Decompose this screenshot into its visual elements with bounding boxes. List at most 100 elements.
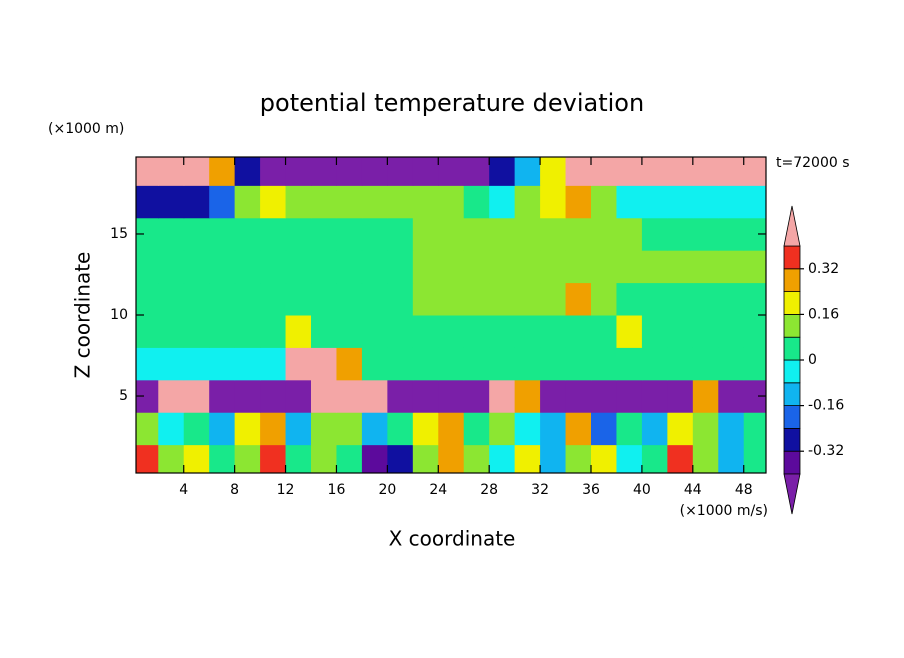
contour-cell [361,412,388,446]
contour-cell [412,157,439,186]
contour-cell [641,217,668,251]
contour-cell [311,217,337,251]
colorbar-box [783,450,801,475]
contour-cell [616,282,643,316]
contour-cell [692,315,719,348]
contour-cell [234,379,261,413]
contour-cell [565,157,592,186]
contour-cell [692,347,719,381]
contour-cell [234,185,261,219]
contour-cell [565,412,592,446]
contour-cell [361,379,388,413]
contour-cell [641,412,668,446]
contour-cell [540,282,567,316]
contour-cell [311,185,337,219]
contour-cell [565,379,592,413]
contour-cell [565,250,592,284]
contour-cell [336,379,363,413]
contour-cell [463,217,490,251]
contour-cell [489,444,516,473]
contour-cell [311,347,337,381]
contour-cell [463,379,490,413]
contour-cell [667,444,694,473]
contour-cell [361,250,388,284]
contour-cell [158,347,185,381]
contour-cell [336,157,363,186]
contour-cell [743,347,766,381]
colorbar-box [783,405,801,429]
contour-cell [285,185,312,219]
colorbar-box [783,427,801,452]
contour-cell [234,412,261,446]
contour-cell [641,315,668,348]
colorbar-box [783,245,801,270]
contour-cell [641,157,668,186]
colorbar-box [783,336,801,361]
contour-cell [234,315,261,348]
contour-cell [158,185,185,219]
contour-cell [667,315,694,348]
contour-cell [540,157,567,186]
contour-cell [540,412,567,446]
contour-cell [336,315,363,348]
contour-cell [183,217,210,251]
contour-cell [136,379,159,413]
contour-cell [540,315,567,348]
x-tick-label: 28 [480,482,498,498]
contour-cell [234,157,261,186]
contour-cell [412,185,439,219]
contour-cell [591,250,617,284]
contour-cell [209,217,236,251]
contour-cell [387,315,414,348]
contour-cell [311,250,337,284]
contour-cell [209,250,236,284]
contour-cell [489,185,516,219]
contour-cell [667,282,694,316]
contour-cell [718,157,745,186]
contour-cell [183,347,210,381]
contour-cell [260,315,287,348]
contour-cell [412,379,439,413]
contour-cell [591,347,617,381]
contour-cell [158,315,185,348]
contour-cell [463,444,490,473]
contour-cell [183,185,210,219]
contour-cell [387,347,414,381]
contour-cell [616,379,643,413]
contour-cell [260,250,287,284]
contour-cell [641,379,668,413]
y-units: (×1000 m) [48,121,124,137]
contour-cell [565,185,592,219]
contour-cell [692,157,719,186]
x-tick-label: 48 [735,482,753,498]
contour-cell [438,347,465,381]
contour-cell [311,157,337,186]
contour-cell [361,185,388,219]
contour-cell [361,217,388,251]
contour-cell [692,250,719,284]
contour-cell [260,379,287,413]
contour-cell [591,315,617,348]
contour-cell [514,217,541,251]
contour-cell [183,250,210,284]
contour-cell [692,444,719,473]
contour-cell [616,250,643,284]
contour-cell [718,315,745,348]
contour-cell [667,157,694,186]
colorbar-box [783,291,801,315]
contour-cell [743,282,766,316]
contour-cell [412,315,439,348]
contour-cell [743,217,766,251]
contour-cell [234,444,261,473]
chart-title: potential temperature deviation [260,89,644,117]
time-annotation: t=72000 s [776,155,850,171]
contour-cell [260,347,287,381]
contour-cell [489,379,516,413]
contour-cell [489,250,516,284]
contour-cell [692,282,719,316]
contour-cell [412,347,439,381]
contour-cell [692,185,719,219]
contour-cell [514,347,541,381]
contour-cell [616,347,643,381]
contour-cell [565,444,592,473]
